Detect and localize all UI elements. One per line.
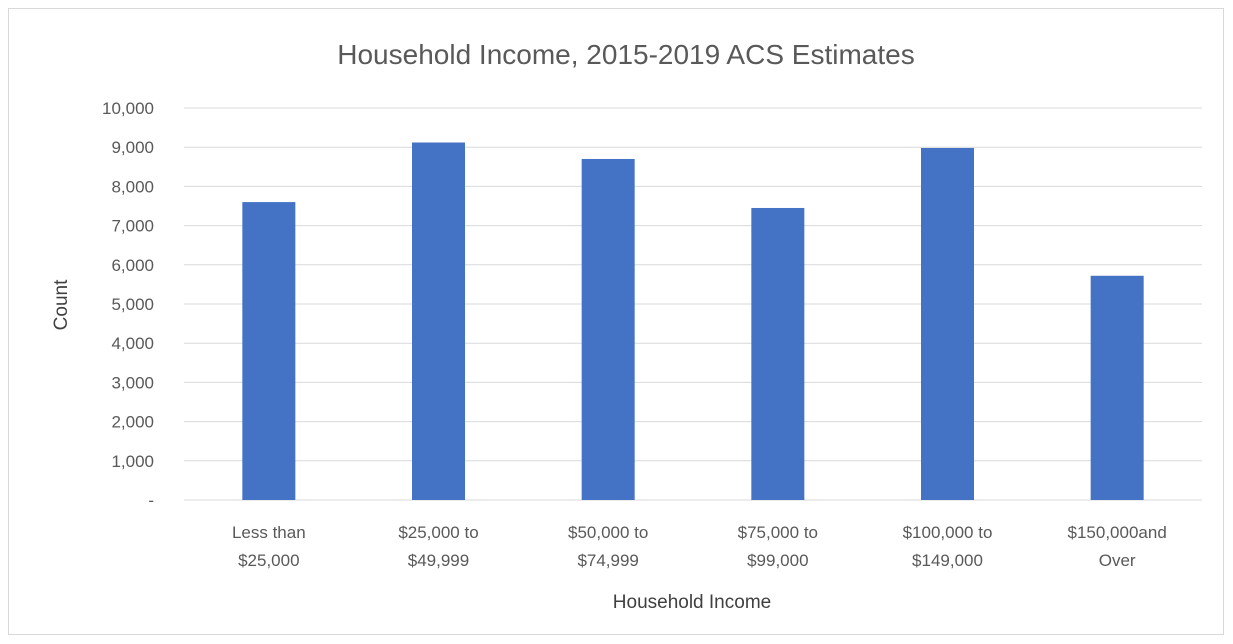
y-tick-label: 7,000: [111, 217, 154, 236]
chart-title: Household Income, 2015-2019 ACS Estimate…: [337, 39, 914, 70]
y-tick-label: 2,000: [111, 413, 154, 432]
y-tick-label: 3,000: [111, 373, 154, 392]
x-tick-label: $75,000 to: [738, 523, 818, 542]
x-tick-label: $25,000: [238, 551, 299, 570]
bar: [412, 142, 465, 500]
y-tick-label: 4,000: [111, 334, 154, 353]
y-tick-label: 8,000: [111, 177, 154, 196]
x-tick-label: Less than: [232, 523, 306, 542]
x-tick-label: $50,000 to: [568, 523, 648, 542]
y-tick-label: 9,000: [111, 138, 154, 157]
y-tick-label: 10,000: [102, 99, 154, 118]
y-tick-label: -: [148, 491, 154, 510]
x-tick-label: Over: [1099, 551, 1136, 570]
x-tick-label: $49,999: [408, 551, 469, 570]
bar: [921, 147, 974, 500]
bar: [1090, 275, 1144, 500]
x-tick-label: $25,000 to: [398, 523, 478, 542]
x-tick-label: $100,000 to: [903, 523, 993, 542]
y-tick-label: 1,000: [111, 452, 154, 471]
bar: [242, 202, 296, 500]
x-tick-label: $99,000: [747, 551, 808, 570]
x-tick-label: $149,000: [912, 551, 983, 570]
y-axis-label: Count: [51, 279, 72, 330]
y-tick-label: 6,000: [111, 256, 154, 275]
bar: [751, 207, 805, 500]
x-tick-label: $74,999: [577, 551, 638, 570]
y-tick-label: 5,000: [111, 295, 154, 314]
x-tick-label: $150,000and: [1068, 523, 1167, 542]
bar: [581, 158, 635, 500]
x-axis-label: Household Income: [613, 592, 771, 613]
